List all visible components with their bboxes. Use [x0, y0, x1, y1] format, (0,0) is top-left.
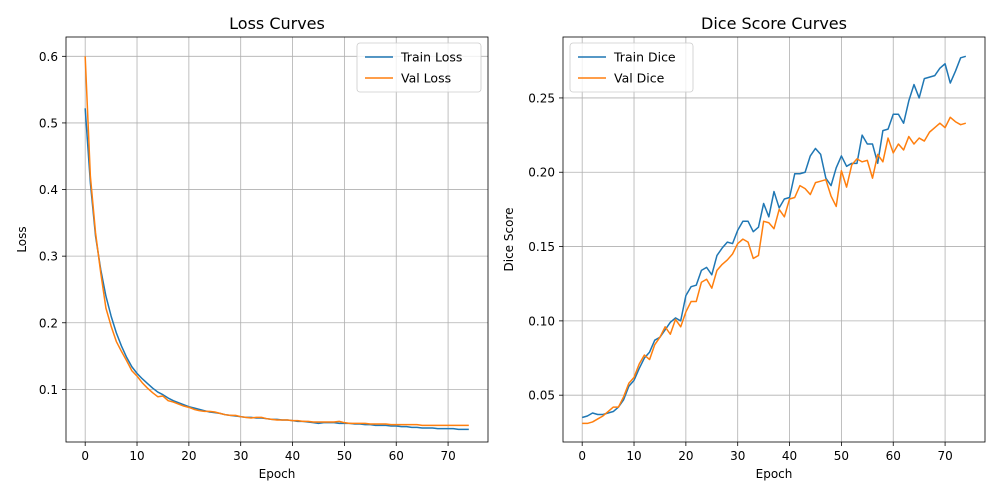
chart-title: Dice Score Curves: [701, 14, 847, 33]
x-tick-label: 40: [782, 449, 797, 463]
x-tick-label: 30: [233, 449, 248, 463]
series-line-val: [582, 116, 967, 425]
x-tick-label: 0: [578, 449, 586, 463]
y-tick-label: 0.6: [39, 50, 58, 64]
y-tick-label: 0.5: [39, 116, 58, 130]
y-tick-label: 0.1: [39, 383, 58, 397]
y-tick-label: 0.25: [528, 91, 555, 105]
y-tick-label: 0.3: [39, 250, 58, 264]
x-tick-label: 20: [181, 449, 196, 463]
legend: Train Dice Val Dice: [569, 42, 694, 93]
loss-curves-chart: 0 10 20 30 40 50 60 70 0.1 0.2 0.3 0.4 0.5 0.6 Loss Cu…: [15, 14, 489, 481]
x-tick-label: 0: [81, 449, 89, 463]
x-tick-label: 70: [937, 449, 952, 463]
dice-score-curves-chart: 0 10 20 30 40 50 60 70 0.05 0.10 0.15 0.20 0.25 Dice …: [502, 14, 986, 481]
legend-box: [569, 42, 694, 93]
x-axis-label: Epoch: [756, 467, 793, 481]
axes-frame: [562, 36, 986, 443]
legend-label: Val Dice: [614, 71, 665, 86]
y-tick-label: 0.10: [528, 314, 555, 328]
y-tick-label: 0.4: [39, 183, 58, 197]
y-tick-label: 0.2: [39, 316, 58, 330]
axes-frame: [65, 36, 489, 443]
y-axis-label: Dice Score: [502, 208, 516, 272]
x-tick-label: 10: [626, 449, 641, 463]
legend-label: Train Dice: [613, 50, 676, 65]
series-line-val: [84, 56, 469, 427]
legend-box: [356, 42, 482, 93]
y-tick-label: 0.15: [528, 240, 555, 254]
x-tick-label: 60: [886, 449, 901, 463]
y-tick-label: 0.05: [528, 389, 555, 403]
y-axis-label: Loss: [15, 226, 29, 252]
x-tick-label: 30: [730, 449, 745, 463]
x-tick-label: 60: [389, 449, 404, 463]
x-tick-label: 70: [440, 449, 455, 463]
x-tick-label: 50: [337, 449, 352, 463]
x-tick-label: 50: [834, 449, 849, 463]
x-axis-label: Epoch: [259, 467, 296, 481]
x-tick-label: 20: [678, 449, 693, 463]
y-tick-label: 0.20: [528, 166, 555, 180]
chart-title: Loss Curves: [229, 14, 325, 33]
legend: Train Loss Val Loss: [356, 42, 482, 93]
legend-label: Train Loss: [400, 50, 462, 65]
x-tick-label: 40: [285, 449, 300, 463]
legend-label: Val Loss: [401, 71, 451, 86]
x-tick-label: 10: [129, 449, 144, 463]
